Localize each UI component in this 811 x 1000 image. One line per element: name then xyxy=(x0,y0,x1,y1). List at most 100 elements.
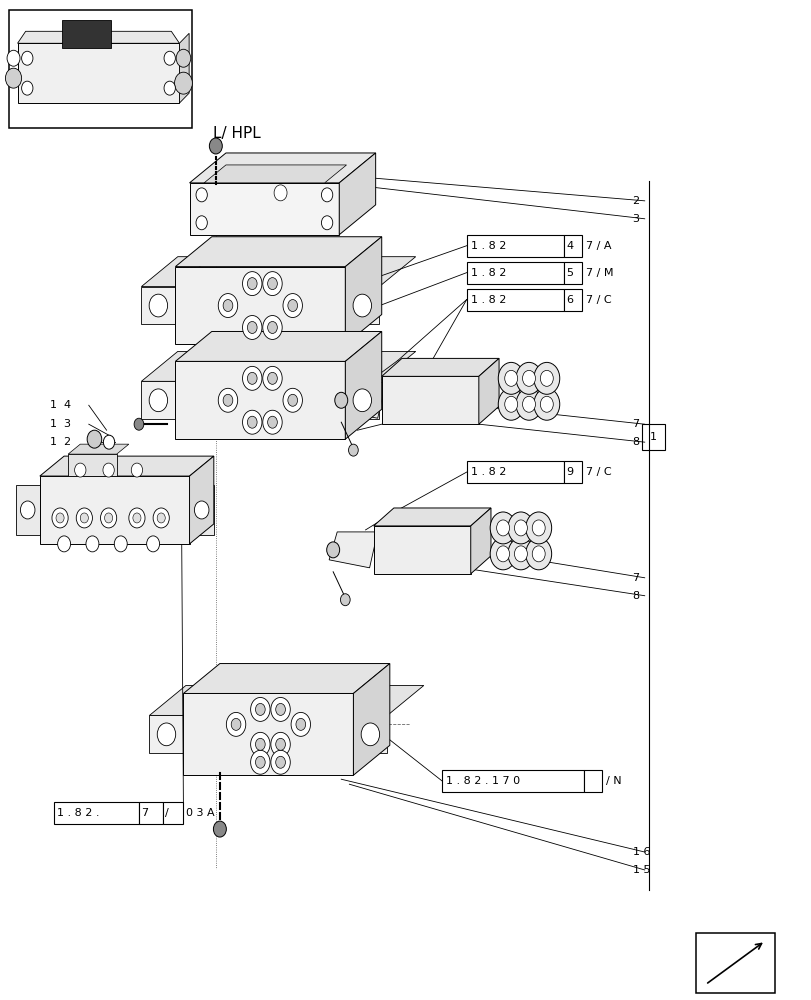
Polygon shape xyxy=(68,444,129,454)
Bar xyxy=(583,770,601,792)
Circle shape xyxy=(268,416,277,428)
Polygon shape xyxy=(328,532,377,568)
Text: 7 / C: 7 / C xyxy=(585,295,611,305)
Circle shape xyxy=(290,712,310,736)
Circle shape xyxy=(247,416,257,428)
Text: 1 . 8 2: 1 . 8 2 xyxy=(470,295,505,305)
Circle shape xyxy=(251,732,270,756)
Circle shape xyxy=(6,68,22,88)
Circle shape xyxy=(7,50,20,66)
Text: 7: 7 xyxy=(141,808,148,818)
Circle shape xyxy=(531,546,544,562)
Text: 8: 8 xyxy=(632,437,639,447)
Polygon shape xyxy=(353,685,423,715)
Circle shape xyxy=(334,392,347,408)
Circle shape xyxy=(539,370,552,386)
Circle shape xyxy=(508,538,533,570)
Text: 7: 7 xyxy=(632,573,639,583)
Circle shape xyxy=(271,732,290,756)
Circle shape xyxy=(251,750,270,774)
Circle shape xyxy=(496,546,509,562)
Polygon shape xyxy=(18,43,179,103)
Circle shape xyxy=(247,321,257,333)
Circle shape xyxy=(340,594,350,606)
Circle shape xyxy=(263,316,282,339)
Circle shape xyxy=(539,396,552,412)
Polygon shape xyxy=(189,456,213,544)
Circle shape xyxy=(498,362,524,394)
Polygon shape xyxy=(345,381,379,419)
Circle shape xyxy=(287,394,297,406)
Polygon shape xyxy=(339,153,375,235)
Circle shape xyxy=(504,370,517,386)
Circle shape xyxy=(522,370,534,386)
Polygon shape xyxy=(175,237,381,267)
Circle shape xyxy=(174,72,192,94)
Circle shape xyxy=(80,513,88,523)
Circle shape xyxy=(76,508,92,528)
Circle shape xyxy=(195,188,207,202)
Circle shape xyxy=(56,513,64,523)
Circle shape xyxy=(149,294,167,317)
Polygon shape xyxy=(345,351,415,381)
Text: / N: / N xyxy=(605,776,620,786)
Bar xyxy=(695,933,774,993)
Polygon shape xyxy=(345,237,381,344)
Circle shape xyxy=(147,536,160,552)
Polygon shape xyxy=(345,331,381,439)
Circle shape xyxy=(157,723,175,746)
Circle shape xyxy=(276,756,285,768)
Text: 1 . 8 2: 1 . 8 2 xyxy=(470,241,505,251)
Polygon shape xyxy=(141,351,212,381)
Circle shape xyxy=(263,366,282,390)
Circle shape xyxy=(242,272,262,296)
Text: 1  4: 1 4 xyxy=(50,400,71,410)
Polygon shape xyxy=(373,508,491,526)
Circle shape xyxy=(516,388,541,420)
Polygon shape xyxy=(183,664,389,693)
Polygon shape xyxy=(381,376,478,424)
Circle shape xyxy=(242,316,262,339)
Circle shape xyxy=(194,501,208,519)
Text: 6: 6 xyxy=(565,295,573,305)
Polygon shape xyxy=(470,508,491,574)
Polygon shape xyxy=(381,358,499,376)
Circle shape xyxy=(321,188,333,202)
Circle shape xyxy=(271,750,290,774)
Circle shape xyxy=(504,396,517,412)
Circle shape xyxy=(274,185,287,201)
Text: 7 / M: 7 / M xyxy=(585,268,612,278)
Circle shape xyxy=(263,272,282,296)
Circle shape xyxy=(131,463,143,477)
Polygon shape xyxy=(373,526,470,574)
Polygon shape xyxy=(149,715,183,753)
Polygon shape xyxy=(189,153,375,183)
Polygon shape xyxy=(175,361,345,439)
Polygon shape xyxy=(141,287,175,324)
Polygon shape xyxy=(15,485,40,535)
Text: 9: 9 xyxy=(565,467,573,477)
Text: 8: 8 xyxy=(632,591,639,601)
Circle shape xyxy=(255,703,265,715)
Text: 4: 4 xyxy=(565,241,573,251)
Text: 1  3: 1 3 xyxy=(50,419,71,429)
Circle shape xyxy=(276,703,285,715)
Circle shape xyxy=(498,388,524,420)
Text: 1 . 8 2: 1 . 8 2 xyxy=(470,268,505,278)
Circle shape xyxy=(490,538,516,570)
Circle shape xyxy=(223,394,233,406)
Circle shape xyxy=(533,388,559,420)
Circle shape xyxy=(496,520,509,536)
Circle shape xyxy=(251,697,270,721)
Text: 2: 2 xyxy=(632,196,639,206)
Circle shape xyxy=(231,718,241,730)
Text: 1 . 8 2 . 1 7 0: 1 . 8 2 . 1 7 0 xyxy=(446,776,520,786)
Polygon shape xyxy=(141,381,175,419)
Bar xyxy=(62,20,110,48)
Circle shape xyxy=(525,512,551,544)
Text: 0 3 A: 0 3 A xyxy=(186,808,214,818)
Circle shape xyxy=(353,294,371,317)
Text: 1 5: 1 5 xyxy=(632,865,650,875)
Circle shape xyxy=(129,508,145,528)
Circle shape xyxy=(283,294,302,318)
